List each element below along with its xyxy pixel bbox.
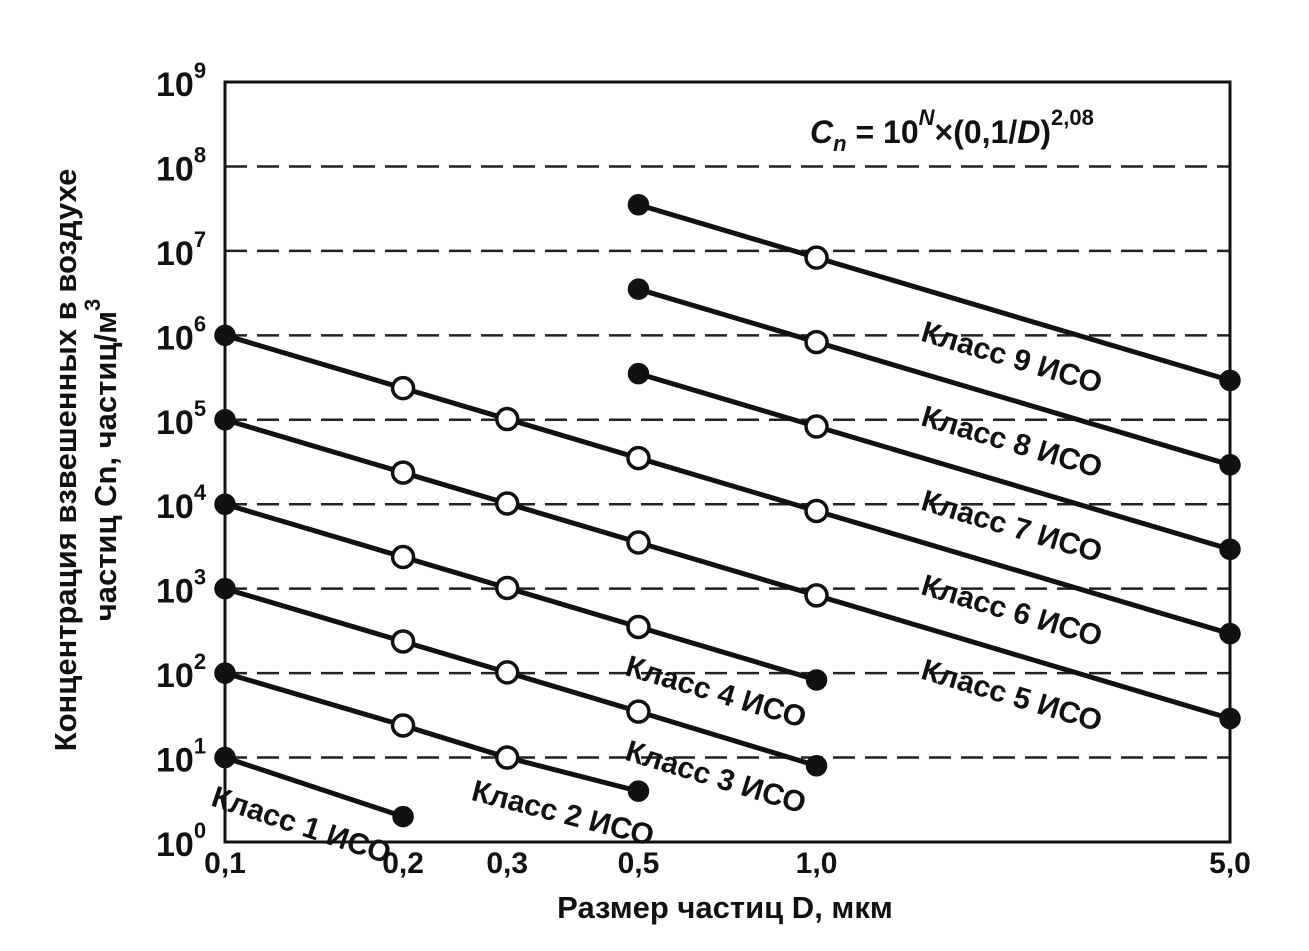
data-point-filled	[214, 409, 236, 431]
data-point-filled	[214, 662, 236, 684]
y-tick-label: 109	[156, 58, 206, 104]
series-line	[627, 362, 1241, 560]
series-label: Класс 8 ИСО	[918, 400, 1106, 485]
series-path	[224, 670, 640, 794]
series-path	[224, 417, 1231, 721]
y-tick-label: 102	[156, 649, 206, 695]
data-point-open	[804, 414, 829, 439]
data-point-open	[626, 530, 651, 555]
data-point-filled	[627, 193, 650, 216]
data-point-open	[804, 498, 829, 524]
series-line	[214, 662, 650, 802]
series-path	[224, 586, 818, 769]
series-path	[224, 501, 818, 683]
data-point-open	[804, 245, 829, 270]
data-point-open	[494, 491, 520, 516]
series-label: Класс 6 ИСО	[918, 569, 1106, 654]
data-point-open	[390, 460, 416, 485]
series-path	[224, 332, 1231, 637]
y-axis-label-line1: Концентрация взвешенных в воздухе	[48, 169, 83, 752]
x-axis-label: Размер частиц D, мкм	[557, 890, 893, 925]
data-point-open	[390, 544, 416, 570]
data-point-filled	[805, 754, 828, 777]
data-point-filled	[214, 577, 236, 600]
data-point-open	[626, 445, 651, 471]
data-point-filled	[627, 780, 650, 802]
y-tick-label: 105	[156, 396, 206, 442]
data-point-open	[494, 660, 520, 685]
series-line	[214, 577, 828, 777]
series-path	[637, 202, 1231, 383]
data-point-open	[390, 629, 416, 654]
series-line	[214, 409, 1241, 730]
series-line	[214, 324, 1241, 645]
series-label: Класс 4 ИСО	[622, 650, 810, 735]
series-path	[224, 755, 404, 819]
data-point-filled	[627, 278, 650, 300]
y-axis-label: Концентрация взвешенных в воздухе частиц…	[48, 169, 123, 752]
y-tick-label: 101	[156, 734, 206, 780]
data-point-filled	[1219, 454, 1241, 476]
series-path	[637, 371, 1231, 552]
y-tick-label: 107	[156, 227, 206, 273]
data-point-filled	[1219, 538, 1241, 560]
data-point-filled	[1219, 707, 1241, 730]
series-line	[214, 493, 828, 691]
y-tick-labels: 100 101 102 103 104 105 106 107 108 109	[156, 58, 207, 864]
data-point-filled	[1219, 369, 1241, 392]
x-tick-label: 0,2	[382, 847, 424, 880]
x-tick-labels: 0,1 0,2 0,3 0,5 1,0 5,0	[204, 847, 1251, 880]
series-label: Класс 5 ИСО	[918, 653, 1106, 738]
x-tick-label: 1,0	[796, 847, 838, 880]
formula-annotation: Cn = 10N×(0,1/D)2,08	[810, 105, 1094, 156]
data-point-open	[804, 329, 829, 355]
data-point-open	[626, 699, 651, 724]
x-tick-label: 0,5	[618, 847, 660, 880]
data-point-filled	[392, 805, 414, 828]
series-path	[637, 286, 1231, 468]
data-point-open	[494, 406, 520, 432]
data-point-open	[390, 713, 416, 738]
series-line	[214, 746, 414, 828]
data-point-open	[494, 745, 520, 770]
data-point-filled	[805, 669, 828, 691]
series-line	[627, 193, 1241, 392]
series-label: Класс 9 ИСО	[918, 315, 1106, 400]
data-point-filled	[214, 324, 236, 347]
series-label: Класс 7 ИСО	[918, 484, 1106, 569]
y-tick-label: 104	[156, 480, 207, 526]
y-tick-label: 103	[156, 565, 206, 611]
y-tick-label: 106	[156, 311, 206, 357]
y-tick-label: 100	[156, 818, 206, 864]
x-tick-label: 5,0	[1209, 847, 1251, 880]
x-tick-label: 0,1	[204, 847, 246, 880]
grid-lines	[225, 165, 1230, 759]
data-point-open	[390, 375, 416, 401]
series-group	[214, 193, 1241, 828]
y-axis-label-line2: частиц Cn, частиц/м3	[80, 299, 123, 622]
data-point-open	[804, 583, 829, 608]
series-line	[627, 278, 1241, 476]
data-point-filled	[627, 362, 650, 385]
data-point-filled	[214, 746, 236, 769]
y-tick-label: 108	[156, 142, 206, 188]
x-tick-label: 0,3	[486, 847, 528, 880]
data-point-filled	[1219, 622, 1241, 645]
data-point-open	[494, 575, 520, 601]
data-point-open	[626, 614, 651, 640]
data-point-filled	[214, 493, 236, 515]
series-label: Класс 3 ИСО	[622, 735, 810, 821]
